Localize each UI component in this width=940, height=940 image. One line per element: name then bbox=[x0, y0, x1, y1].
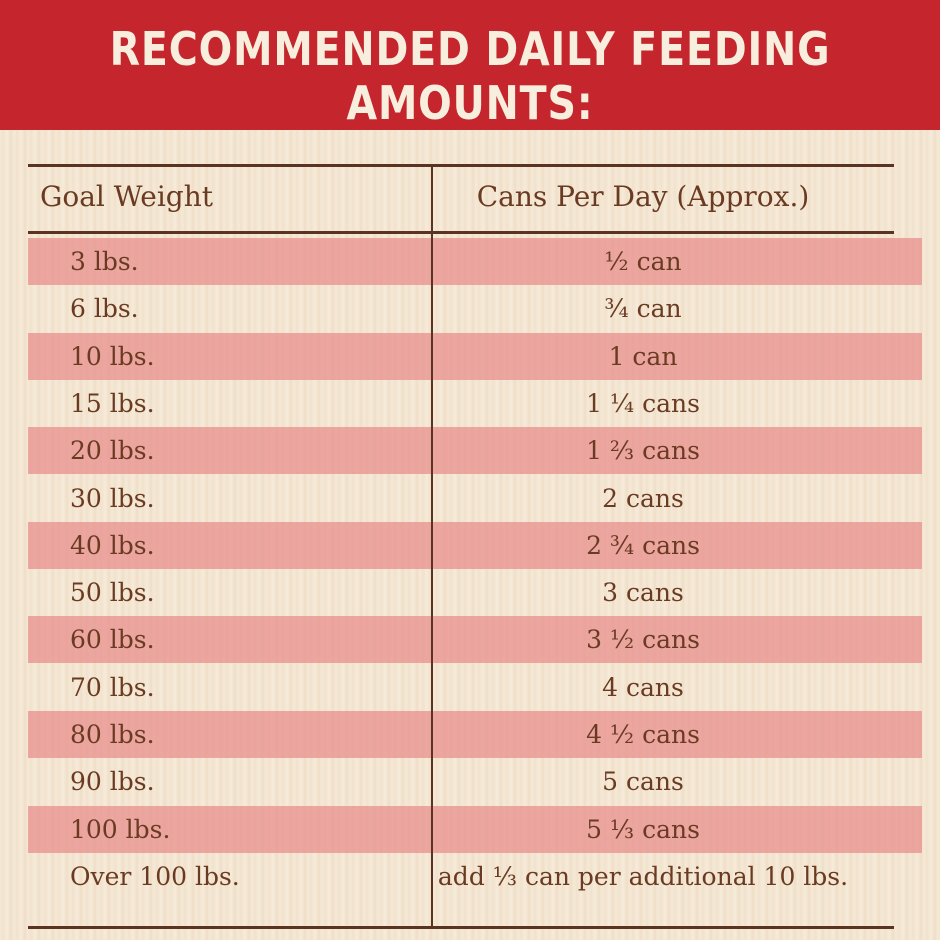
cans-cell: 2 ¾ cans bbox=[586, 530, 700, 560]
row-stripe bbox=[28, 616, 922, 664]
cans-cell: 5 ⅓ cans bbox=[586, 814, 700, 844]
row-stripe bbox=[28, 427, 922, 475]
weight-cell: 60 lbs. bbox=[70, 625, 155, 655]
row-stripe bbox=[28, 332, 922, 380]
column-header: Goal Weight bbox=[40, 180, 214, 213]
weight-cell: 50 lbs. bbox=[70, 578, 155, 608]
cans-cell: 4 cans bbox=[602, 672, 684, 702]
weight-cell: Over 100 lbs. bbox=[70, 861, 240, 891]
weight-cell: 90 lbs. bbox=[70, 767, 155, 797]
cans-cell: ½ can bbox=[604, 247, 682, 276]
weight-cell: 80 lbs. bbox=[70, 720, 155, 749]
weight-cell: 3 lbs. bbox=[70, 247, 139, 276]
weight-cell: 15 lbs. bbox=[70, 388, 155, 418]
column-divider bbox=[431, 166, 433, 928]
cans-cell: add ⅓ can per additional 10 lbs. bbox=[437, 861, 849, 891]
table-top-rule bbox=[28, 164, 894, 167]
cans-cell: 5 cans bbox=[602, 767, 684, 797]
cans-cell: 1 ⅔ cans bbox=[586, 436, 700, 466]
weight-cell: 30 lbs. bbox=[70, 483, 155, 513]
cans-cell: 2 cans bbox=[602, 483, 684, 513]
cans-cell: ¾ can bbox=[604, 294, 682, 324]
banner bbox=[0, 0, 940, 130]
weight-cell: 6 lbs. bbox=[70, 294, 139, 324]
cans-cell: 1 can bbox=[608, 341, 678, 371]
weight-cell: 10 lbs. bbox=[70, 341, 155, 371]
cans-cell: 3 ½ cans bbox=[586, 625, 700, 655]
row-stripe bbox=[28, 521, 922, 569]
table-bottom-rule bbox=[28, 926, 894, 929]
weight-cell: 100 lbs. bbox=[70, 814, 171, 844]
header-rule bbox=[28, 231, 894, 234]
cans-cell: 4 ½ cans bbox=[586, 720, 700, 749]
row-stripe bbox=[28, 711, 922, 758]
column-header: Cans Per Day (Approx.) bbox=[476, 180, 810, 213]
cans-cell: 1 ¼ cans bbox=[586, 388, 700, 418]
weight-cell: 20 lbs. bbox=[70, 436, 155, 466]
title: RECOMMENDED DAILY FEEDING AMOUNTS: bbox=[109, 22, 831, 130]
cans-cell: 3 cans bbox=[602, 578, 684, 608]
weight-cell: 70 lbs. bbox=[70, 672, 155, 702]
row-stripe bbox=[28, 238, 922, 285]
weight-cell: 40 lbs. bbox=[70, 530, 155, 560]
row-stripe bbox=[28, 805, 922, 853]
